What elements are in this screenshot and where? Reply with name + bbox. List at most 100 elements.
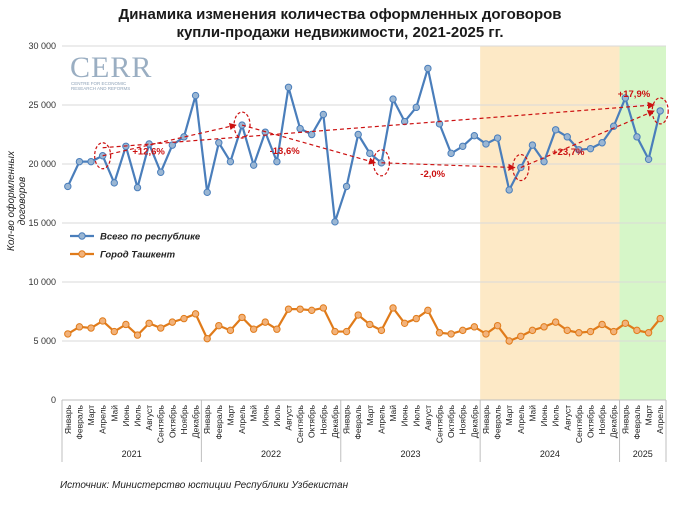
x-tick-label: Январь <box>63 404 73 434</box>
data-point <box>517 332 525 340</box>
data-point <box>528 326 537 335</box>
logo-subtitle: CENTRE FOR ECONOMIC <box>71 81 127 86</box>
x-tick-label: Март <box>225 405 235 425</box>
data-point <box>110 327 118 336</box>
x-tick-label: Апрель <box>237 404 247 433</box>
data-point <box>633 133 641 141</box>
data-point <box>110 179 118 187</box>
data-point <box>598 320 606 329</box>
x-tick-label: Март <box>86 405 96 425</box>
x-tick-label: Март <box>504 405 514 425</box>
logo-text: CERR <box>70 51 152 84</box>
x-tick-label: Март <box>365 405 375 425</box>
data-point <box>168 141 177 149</box>
data-point <box>191 310 200 318</box>
x-tick-label: Март <box>644 405 654 425</box>
data-point <box>563 133 571 141</box>
data-point <box>389 304 397 312</box>
x-tick-label: Сентябрь <box>295 404 305 443</box>
data-point <box>342 327 351 336</box>
data-point <box>215 321 223 330</box>
x-tick-label: Июль <box>133 404 143 426</box>
legend-label: Город Ташкент <box>100 250 176 261</box>
data-point <box>610 122 618 130</box>
x-tick-label: Июнь <box>400 404 410 426</box>
data-point <box>470 323 479 331</box>
logo-subtitle: RESEARCH AND REFORMS <box>71 86 130 91</box>
data-point <box>354 311 362 319</box>
x-tick-label: Ноябрь <box>597 404 607 434</box>
data-point <box>586 327 595 336</box>
data-point <box>238 313 246 322</box>
data-point <box>424 306 432 315</box>
x-tick-label: Ноябрь <box>179 404 189 434</box>
data-point <box>273 157 281 166</box>
data-point <box>505 186 513 194</box>
x-tick-label: Октябрь <box>307 404 317 438</box>
data-point <box>133 331 142 339</box>
data-point <box>75 323 84 331</box>
data-point <box>586 144 595 153</box>
x-tick-label: Июнь <box>539 404 549 426</box>
data-point <box>366 149 374 158</box>
data-point <box>551 318 560 326</box>
highlight-ellipse <box>651 97 669 125</box>
x-tick-label: Апрель <box>516 404 526 433</box>
highlight-ellipse <box>233 111 251 139</box>
data-point <box>621 319 630 327</box>
x-tick-label: Май <box>249 405 259 422</box>
annotation-arrow <box>241 124 377 165</box>
data-point <box>64 330 72 338</box>
data-point <box>459 326 467 335</box>
legend-marker <box>78 250 86 258</box>
data-point <box>575 329 583 337</box>
x-tick-label: Декабрь <box>191 404 201 438</box>
x-tick-label: Апрель <box>98 404 108 433</box>
data-point <box>180 314 188 323</box>
year-label: 2021 <box>122 449 142 459</box>
data-point <box>87 324 95 332</box>
annotation-arrow <box>102 123 237 157</box>
data-point <box>447 330 455 338</box>
x-tick-label: Январь <box>481 404 491 434</box>
highlight-ellipse <box>512 153 530 182</box>
data-point <box>331 327 339 336</box>
data-point <box>64 182 72 191</box>
annotation-arrow <box>381 162 516 171</box>
y-tick-label: 25 000 <box>28 100 56 110</box>
data-point <box>493 134 502 142</box>
x-tick-label: Январь <box>620 404 630 434</box>
data-point <box>447 149 455 158</box>
legend-label: Всего по республике <box>100 232 201 243</box>
data-point <box>284 83 293 92</box>
x-tick-label: Февраль <box>214 404 224 439</box>
data-point <box>342 182 351 191</box>
data-point <box>308 130 316 139</box>
y-tick-label: 30 000 <box>28 41 56 51</box>
x-tick-label: Май <box>388 405 398 422</box>
data-point <box>493 321 502 330</box>
x-tick-label: Июнь <box>260 404 270 426</box>
data-point <box>157 324 165 332</box>
series-line-0 <box>66 67 662 223</box>
data-point <box>540 157 548 166</box>
year-label: 2025 <box>633 449 653 459</box>
data-point <box>563 326 571 335</box>
data-point <box>98 317 107 325</box>
x-tick-label: Июль <box>551 404 561 426</box>
data-point <box>75 157 84 166</box>
data-point <box>296 124 304 133</box>
chart-title-line2: купли-продажи недвижимости, 2021-2025 гг… <box>176 24 504 41</box>
data-point <box>319 304 328 312</box>
data-point <box>319 110 328 119</box>
x-tick-label: Сентябрь <box>435 404 445 443</box>
data-point <box>412 314 420 323</box>
x-tick-label: Июнь <box>121 404 131 426</box>
annotation-label: +12,6% <box>132 146 165 157</box>
data-point <box>633 326 641 335</box>
data-point <box>168 318 177 326</box>
x-tick-label: Август <box>423 405 433 431</box>
data-point <box>644 329 653 337</box>
